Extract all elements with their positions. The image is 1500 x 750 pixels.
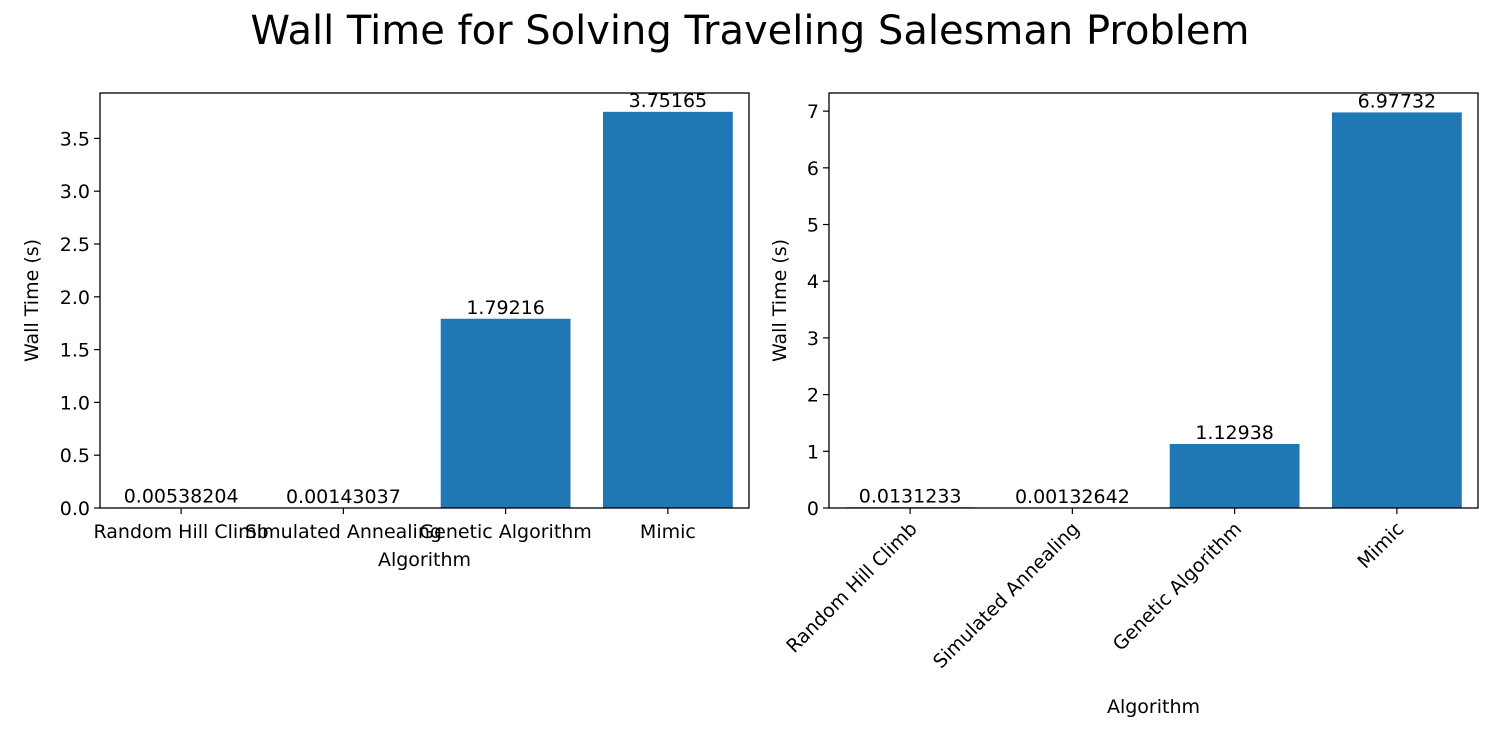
data-label: 0.00143037 [286,486,401,508]
y-tick-label: 0 [807,498,819,520]
data-label: 1.79216 [466,297,545,319]
bar [1331,112,1462,509]
y-tick-label: 6 [807,158,819,180]
x-tick-label: Random Hill Climb [93,521,268,543]
x-tick-label: Mimic [1353,518,1408,573]
data-label: 1.12938 [1195,422,1274,444]
y-tick-label: 2 [807,385,819,407]
data-label: 0.00538204 [124,485,239,507]
axes-frame [99,92,750,509]
y-tick-label: 1.0 [60,392,90,414]
y-tick-label: 0.0 [60,498,90,520]
y-tick-label: 3.5 [60,128,90,150]
y-tick-label: 0.5 [60,445,90,467]
y-tick-label: 7 [807,101,819,123]
y-tick-label: 4 [807,271,819,293]
data-label: 0.0131233 [859,485,962,507]
bar [1169,443,1300,508]
x-axis-label: Algorithm [1107,696,1200,718]
y-tick-label: 3 [807,328,819,350]
x-tick-label: Genetic Algorithm [1109,518,1246,655]
x-tick-label: Simulated Annealing [245,521,442,543]
figure-title: Wall Time for Solving Traveling Salesman… [250,8,1250,54]
axes-frame [828,92,1479,509]
x-axis-label: Algorithm [378,549,471,571]
y-tick-label: 5 [807,215,819,237]
y-axis-label: Wall Time (s) [21,239,43,362]
x-tick-label: Simulated Annealing [929,518,1084,673]
x-tick-label: Random Hill Climb [782,518,921,657]
y-tick-label: 3.0 [60,181,90,203]
data-label: 0.00132642 [1015,486,1130,508]
x-tick-label: Genetic Algorithm [419,521,591,543]
y-tick-label: 2.5 [60,234,90,256]
data-label: 3.75165 [629,90,708,112]
bar [440,318,571,508]
y-tick-label: 2.0 [60,287,90,309]
x-tick-label: Mimic [640,521,696,543]
y-tick-label: 1 [807,441,819,463]
y-axis-label: Wall Time (s) [769,239,791,362]
bar [602,111,733,508]
chart-left: 0.0 0.5 1.0 1.5 2.0 2.5 3.0 3.5 Random Hill Clim… [21,90,750,571]
data-label: 6.97732 [1358,90,1437,112]
y-tick-label: 1.5 [60,340,90,362]
